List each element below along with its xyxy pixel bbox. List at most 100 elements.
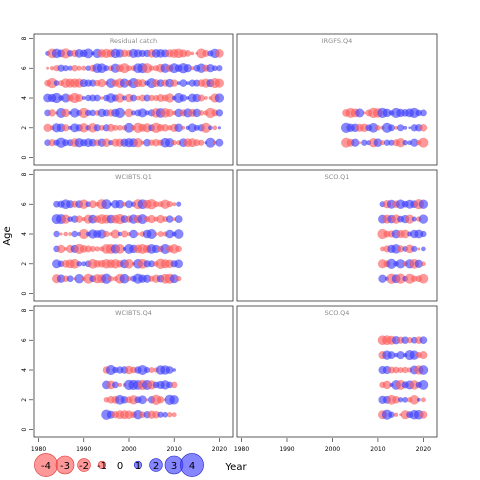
- bubble: [138, 395, 147, 405]
- panel: WCIBTS.Q4: [33, 305, 234, 438]
- x-tick-label: 2000: [325, 446, 340, 453]
- bubble: [76, 65, 82, 71]
- bubble: [75, 215, 83, 223]
- bubble: [117, 124, 123, 131]
- y-tick-label: 2: [21, 262, 28, 266]
- bubble: [93, 94, 101, 102]
- bubble: [416, 397, 421, 402]
- bubble: [419, 124, 428, 132]
- bubble: [421, 246, 426, 252]
- panel: SCO.Q1: [236, 169, 438, 302]
- bubble: [103, 230, 110, 238]
- panel-frame: [236, 305, 438, 438]
- bubble: [419, 109, 427, 117]
- x-tick-label: 2020: [416, 446, 431, 453]
- bubble: [375, 124, 381, 131]
- legend-item: 2: [149, 458, 163, 472]
- legend-item: 0: [117, 461, 123, 472]
- bubble: [176, 201, 182, 207]
- bubble: [408, 126, 412, 130]
- x-tick-label: 1980: [234, 446, 249, 453]
- y-tick-label: 8: [21, 172, 28, 176]
- legend-label: 1: [135, 461, 141, 472]
- bubble: [214, 93, 225, 103]
- panel-title: SCO.Q4: [325, 309, 350, 317]
- bubble: [217, 126, 222, 130]
- legend-item: -2: [77, 458, 91, 472]
- x-axis-bottom: 1980 1990 2000 2010 2020 1980 1990 2000 2010 2020: [31, 438, 431, 453]
- bubble: [172, 368, 177, 372]
- bubble: [393, 412, 399, 417]
- legend-item: 1: [133, 460, 143, 472]
- panel: IRGFS.Q4: [236, 33, 438, 166]
- panel: WCIBTS.Q1: [33, 169, 234, 302]
- legend-label: -1: [97, 461, 107, 472]
- bubble: [59, 232, 63, 236]
- bubble: [171, 412, 177, 418]
- y-tick-label: 0: [21, 291, 28, 295]
- y-tick-label: 0: [21, 155, 28, 159]
- y-tick-label: 0: [21, 427, 28, 431]
- bubble: [418, 273, 429, 284]
- y-tick-label: 4: [21, 368, 28, 372]
- bubble: [166, 412, 173, 418]
- bubble: [46, 66, 50, 70]
- panel-title: IRGFS.Q4: [322, 37, 353, 45]
- panel: SCO.Q4: [236, 305, 438, 438]
- bubble: [411, 216, 417, 222]
- bubble: [175, 245, 182, 253]
- bubble: [136, 232, 140, 236]
- x-tick-label: 1980: [31, 446, 46, 453]
- bubble: [411, 245, 418, 253]
- bubble: [418, 214, 429, 224]
- legend-bubble: [77, 458, 91, 472]
- bubble: [165, 366, 174, 374]
- bubble: [190, 51, 195, 56]
- bubble: [170, 381, 178, 389]
- bubble: [56, 244, 66, 254]
- bubble: [198, 110, 205, 116]
- y-tick-label: 6: [21, 202, 28, 206]
- y-tick-label: 4: [21, 96, 28, 100]
- y-tick-label: 2: [21, 126, 28, 130]
- y-tick-label: 8: [21, 36, 28, 40]
- bubble: [397, 124, 405, 132]
- bubble: [216, 65, 223, 72]
- bubble: [120, 230, 129, 238]
- bubble: [212, 125, 218, 131]
- bubble: [166, 201, 173, 208]
- bubble: [174, 259, 184, 269]
- bubble: [417, 247, 421, 251]
- bubble: [184, 50, 192, 57]
- y-axis-left: 0 2 4 6 8 0 2 4 6 8 0 2 4 6 8: [21, 36, 33, 431]
- legend-label: 4: [189, 461, 195, 472]
- legend-bubble: [149, 458, 163, 472]
- bubble: [171, 140, 177, 146]
- legend-item: -3: [55, 455, 75, 475]
- x-tick-label: 2000: [121, 446, 136, 453]
- bubble: [76, 261, 82, 267]
- bubble: [154, 232, 158, 236]
- bubble: [204, 96, 208, 100]
- bubble: [418, 365, 429, 375]
- legend-label: -2: [79, 461, 89, 472]
- legend-bubble: [55, 455, 75, 475]
- legend-label: -3: [60, 461, 70, 472]
- panel-title: Residual catch: [110, 37, 157, 45]
- bubble: [419, 336, 428, 345]
- bubble: [81, 65, 87, 71]
- legend-item: -4: [34, 453, 58, 477]
- x-tick-label: 1990: [279, 446, 294, 453]
- y-tick-label: 6: [21, 66, 28, 70]
- bubble: [215, 138, 224, 147]
- bubble: [402, 139, 408, 146]
- x-tick-label: 2010: [167, 446, 182, 453]
- y-tick-label: 6: [21, 338, 28, 342]
- bubble: [169, 395, 179, 405]
- bubble: [108, 275, 114, 282]
- bubble: [157, 396, 165, 404]
- bubble: [420, 397, 426, 403]
- bubble: [111, 381, 119, 389]
- bubble: [420, 230, 427, 238]
- legend-label: 0: [117, 461, 123, 472]
